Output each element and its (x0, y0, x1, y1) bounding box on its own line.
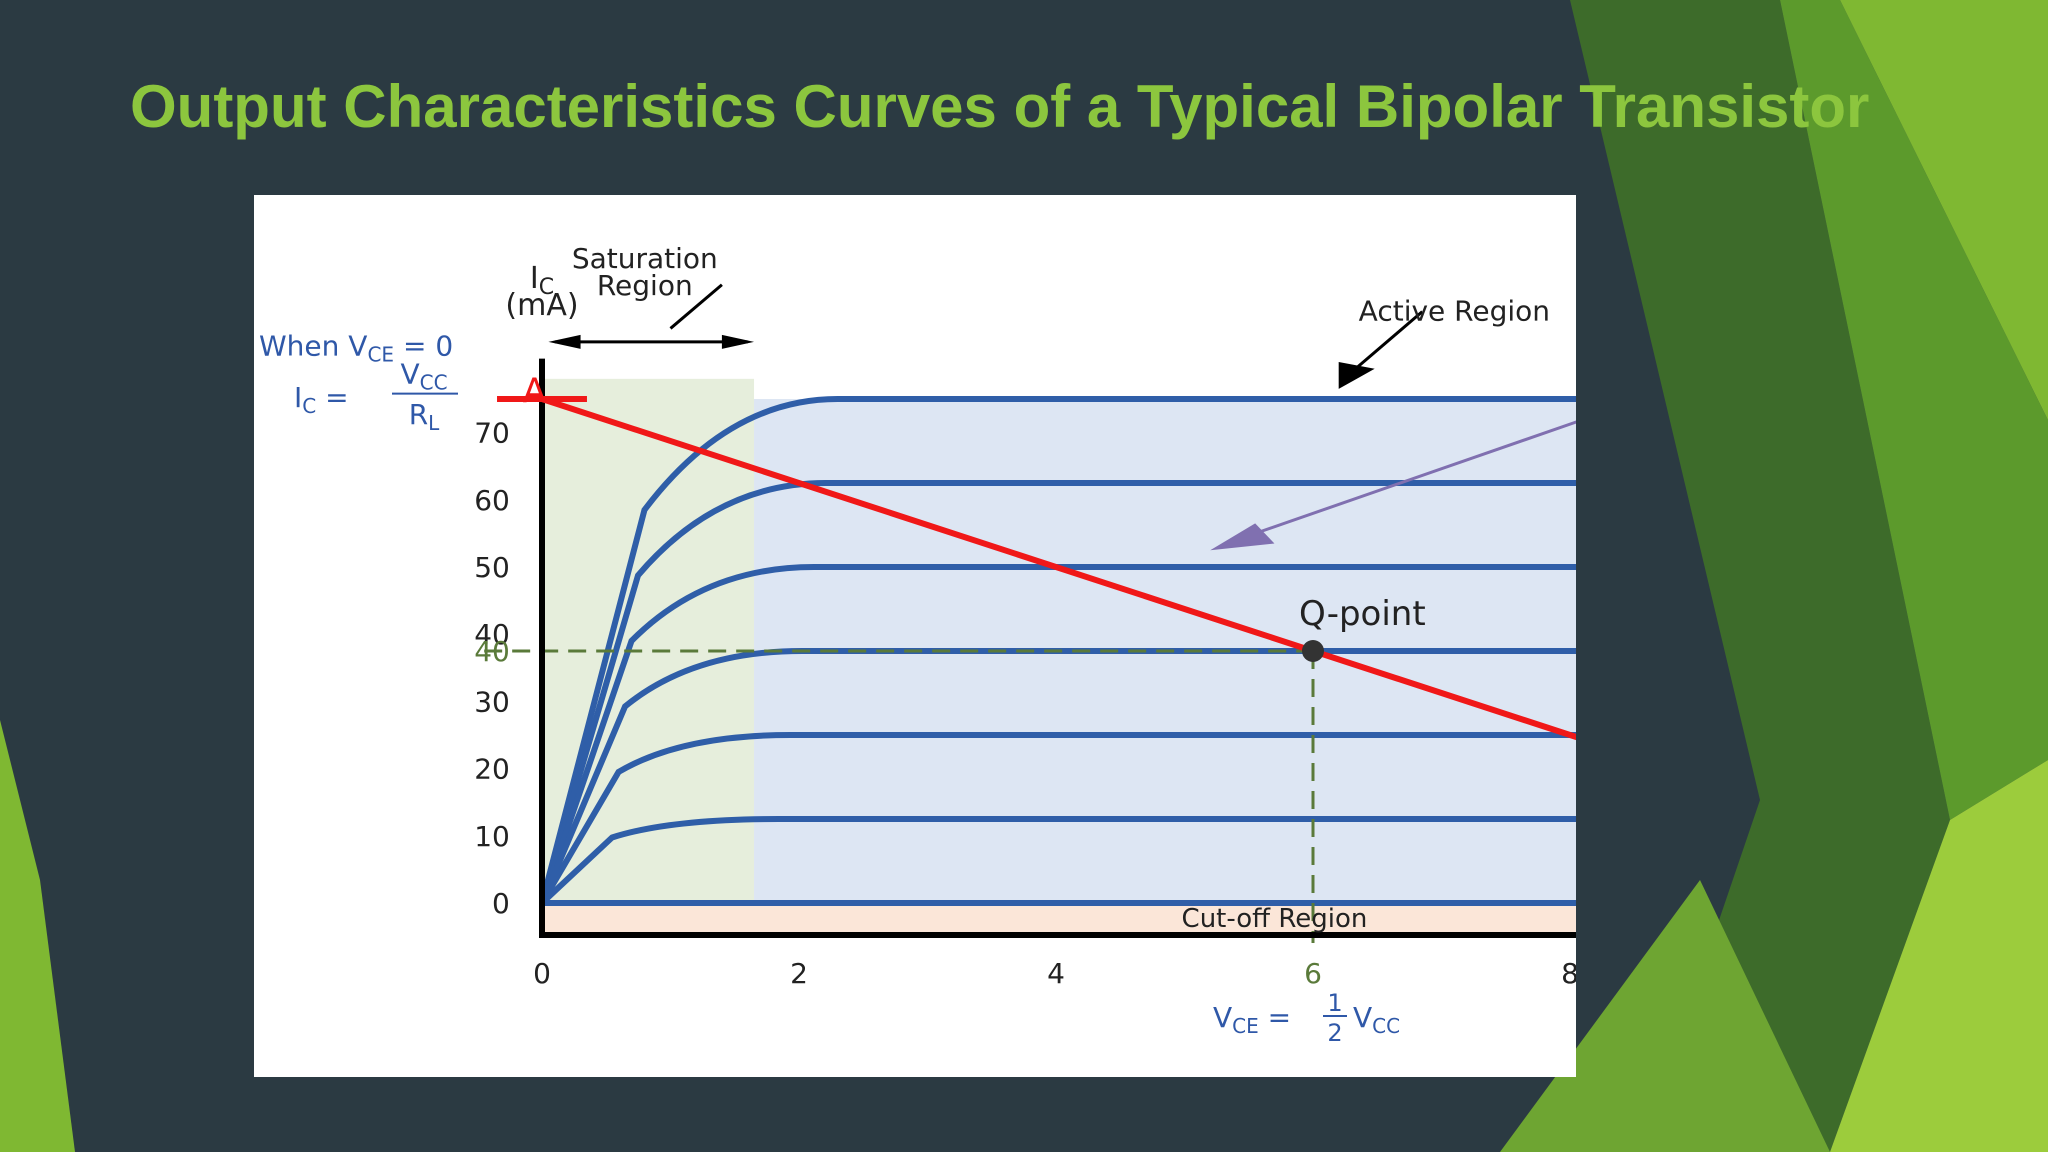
y-tick-label-4: 40 (474, 618, 510, 651)
saturation-pointer (669, 283, 723, 330)
when-vce-zero-label: When VCE = 0 (259, 329, 453, 366)
vce-half-vcc: VCC (1353, 1001, 1400, 1038)
active-pointer (1350, 310, 1424, 374)
q-point-label: Q-point (1299, 594, 1426, 634)
x-tick-label-3: 6 (1304, 957, 1322, 990)
x-tick-label-0: 0 (533, 957, 551, 990)
y-tick-label-3: 30 (474, 685, 510, 718)
cutoff-region-label: Cut-off Region (1182, 904, 1368, 934)
output-characteristics-chart: IB = 120uAIB = 100uAIB = 80uAIB = 60uAIB… (259, 242, 1576, 1047)
chart-panel: IB = 120uAIB = 100uAIB = 80uAIB = 60uAIB… (254, 195, 1576, 1077)
x-tick-label-1: 2 (790, 957, 808, 990)
ic-equation-label: IC = (294, 381, 349, 418)
ib-curve-5 (539, 816, 1576, 906)
rl-denominator: RL (409, 398, 440, 435)
ib-curve-3 (539, 648, 1576, 906)
y-tick-label-1: 10 (474, 820, 510, 853)
y-axis-label: IC (530, 261, 554, 300)
half-numerator: 1 (1327, 989, 1342, 1017)
dc-load-pointer (1235, 420, 1576, 542)
q-point-dot (1302, 640, 1324, 662)
saturation-arrow-right (721, 334, 755, 349)
half-denominator: 2 (1327, 1019, 1342, 1047)
x-tick-label-4: 8 (1561, 957, 1576, 990)
ib-curve-0 (539, 396, 1576, 906)
y-tick-label-6: 60 (474, 484, 510, 517)
y-tick-label-2: 20 (474, 753, 510, 786)
y-tick-label-7: 70 (474, 417, 510, 450)
point-a-label: A (523, 371, 546, 411)
y-tick-label-5: 50 (474, 551, 510, 584)
vce-half-label: VCE = (1213, 1001, 1291, 1038)
q-point-y-label: 40 (474, 635, 510, 668)
active-pointer-head (1338, 362, 1375, 389)
saturation-label-line2: Region (597, 269, 693, 302)
dc-load-pointer-head (1210, 523, 1275, 551)
slide-title: Output Characteristics Curves of a Typic… (130, 73, 1870, 140)
y-tick-label-0: 0 (492, 887, 510, 920)
x-tick-label-2: 4 (1047, 957, 1065, 990)
vcc-numerator: VCC (400, 358, 447, 395)
ib-curve-2 (539, 564, 1576, 906)
cutoff-region-fill (542, 903, 1576, 933)
active-region-label: Active Region (1359, 294, 1550, 327)
y-axis-unit: (mA) (505, 288, 578, 323)
saturation-arrow-left (548, 334, 581, 349)
saturation-label-line1: Saturation (572, 242, 718, 275)
ib-curve-4 (539, 732, 1576, 906)
